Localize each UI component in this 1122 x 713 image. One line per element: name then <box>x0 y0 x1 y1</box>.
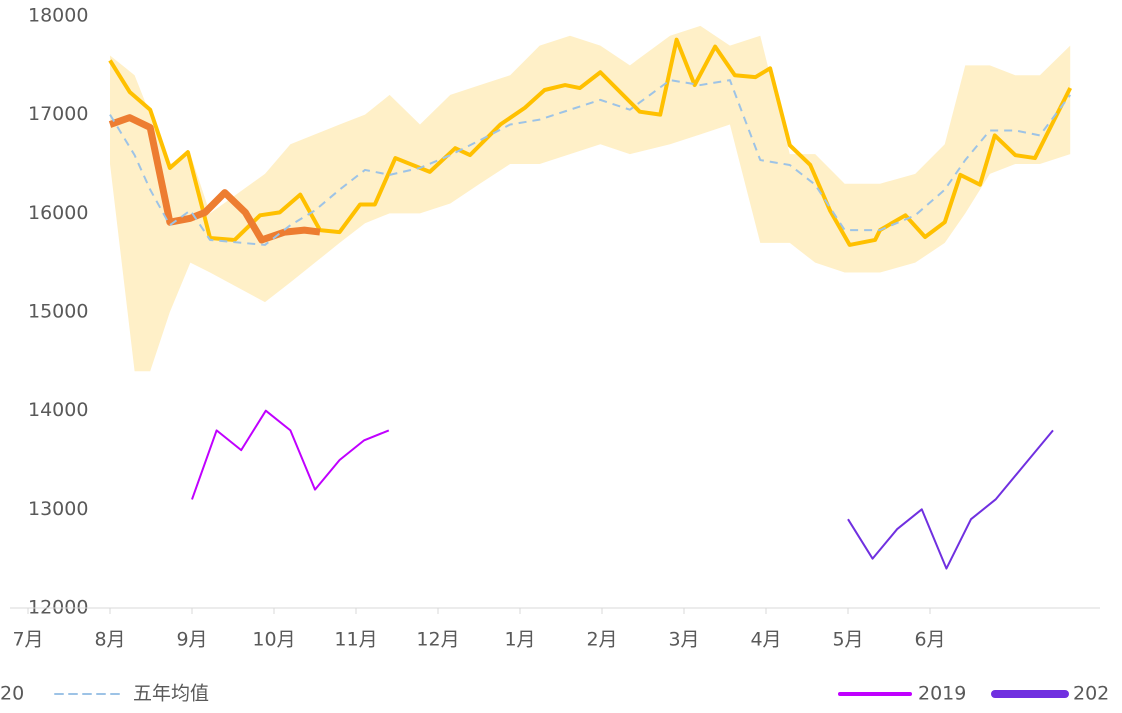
legend-label: 2019 <box>918 683 966 705</box>
y-tick-label: 18000 <box>28 5 88 27</box>
x-tick-label: 11月 <box>334 629 377 651</box>
y-tick-label: 13000 <box>28 498 88 520</box>
x-tick-label: 4月 <box>750 629 781 651</box>
x-tick-label: 2月 <box>586 629 617 651</box>
x-tick-label: 3月 <box>668 629 699 651</box>
legend-label: 20 <box>0 683 24 705</box>
x-tick-label: 12月 <box>416 629 459 651</box>
x-tick-label: 10月 <box>252 629 295 651</box>
y-tick-label: 14000 <box>28 399 88 421</box>
legend-label: 五年均值 <box>133 683 209 705</box>
series-line <box>191 409 390 500</box>
x-tick-label: 7月 <box>12 629 43 651</box>
y-tick-label: 15000 <box>28 301 88 323</box>
series-line <box>108 37 1073 247</box>
series-line <box>847 429 1054 570</box>
x-tick-label: 9月 <box>176 629 207 651</box>
x-tick-label: 5月 <box>832 629 863 651</box>
x-tick-label: 6月 <box>914 629 945 651</box>
y-tick-label: 16000 <box>28 202 88 224</box>
series-line <box>108 114 321 244</box>
y-tick-label: 17000 <box>28 103 88 125</box>
x-tick-label: 8月 <box>94 629 125 651</box>
legend-label: 202 <box>1073 683 1109 705</box>
x-tick-label: 1月 <box>504 629 535 651</box>
